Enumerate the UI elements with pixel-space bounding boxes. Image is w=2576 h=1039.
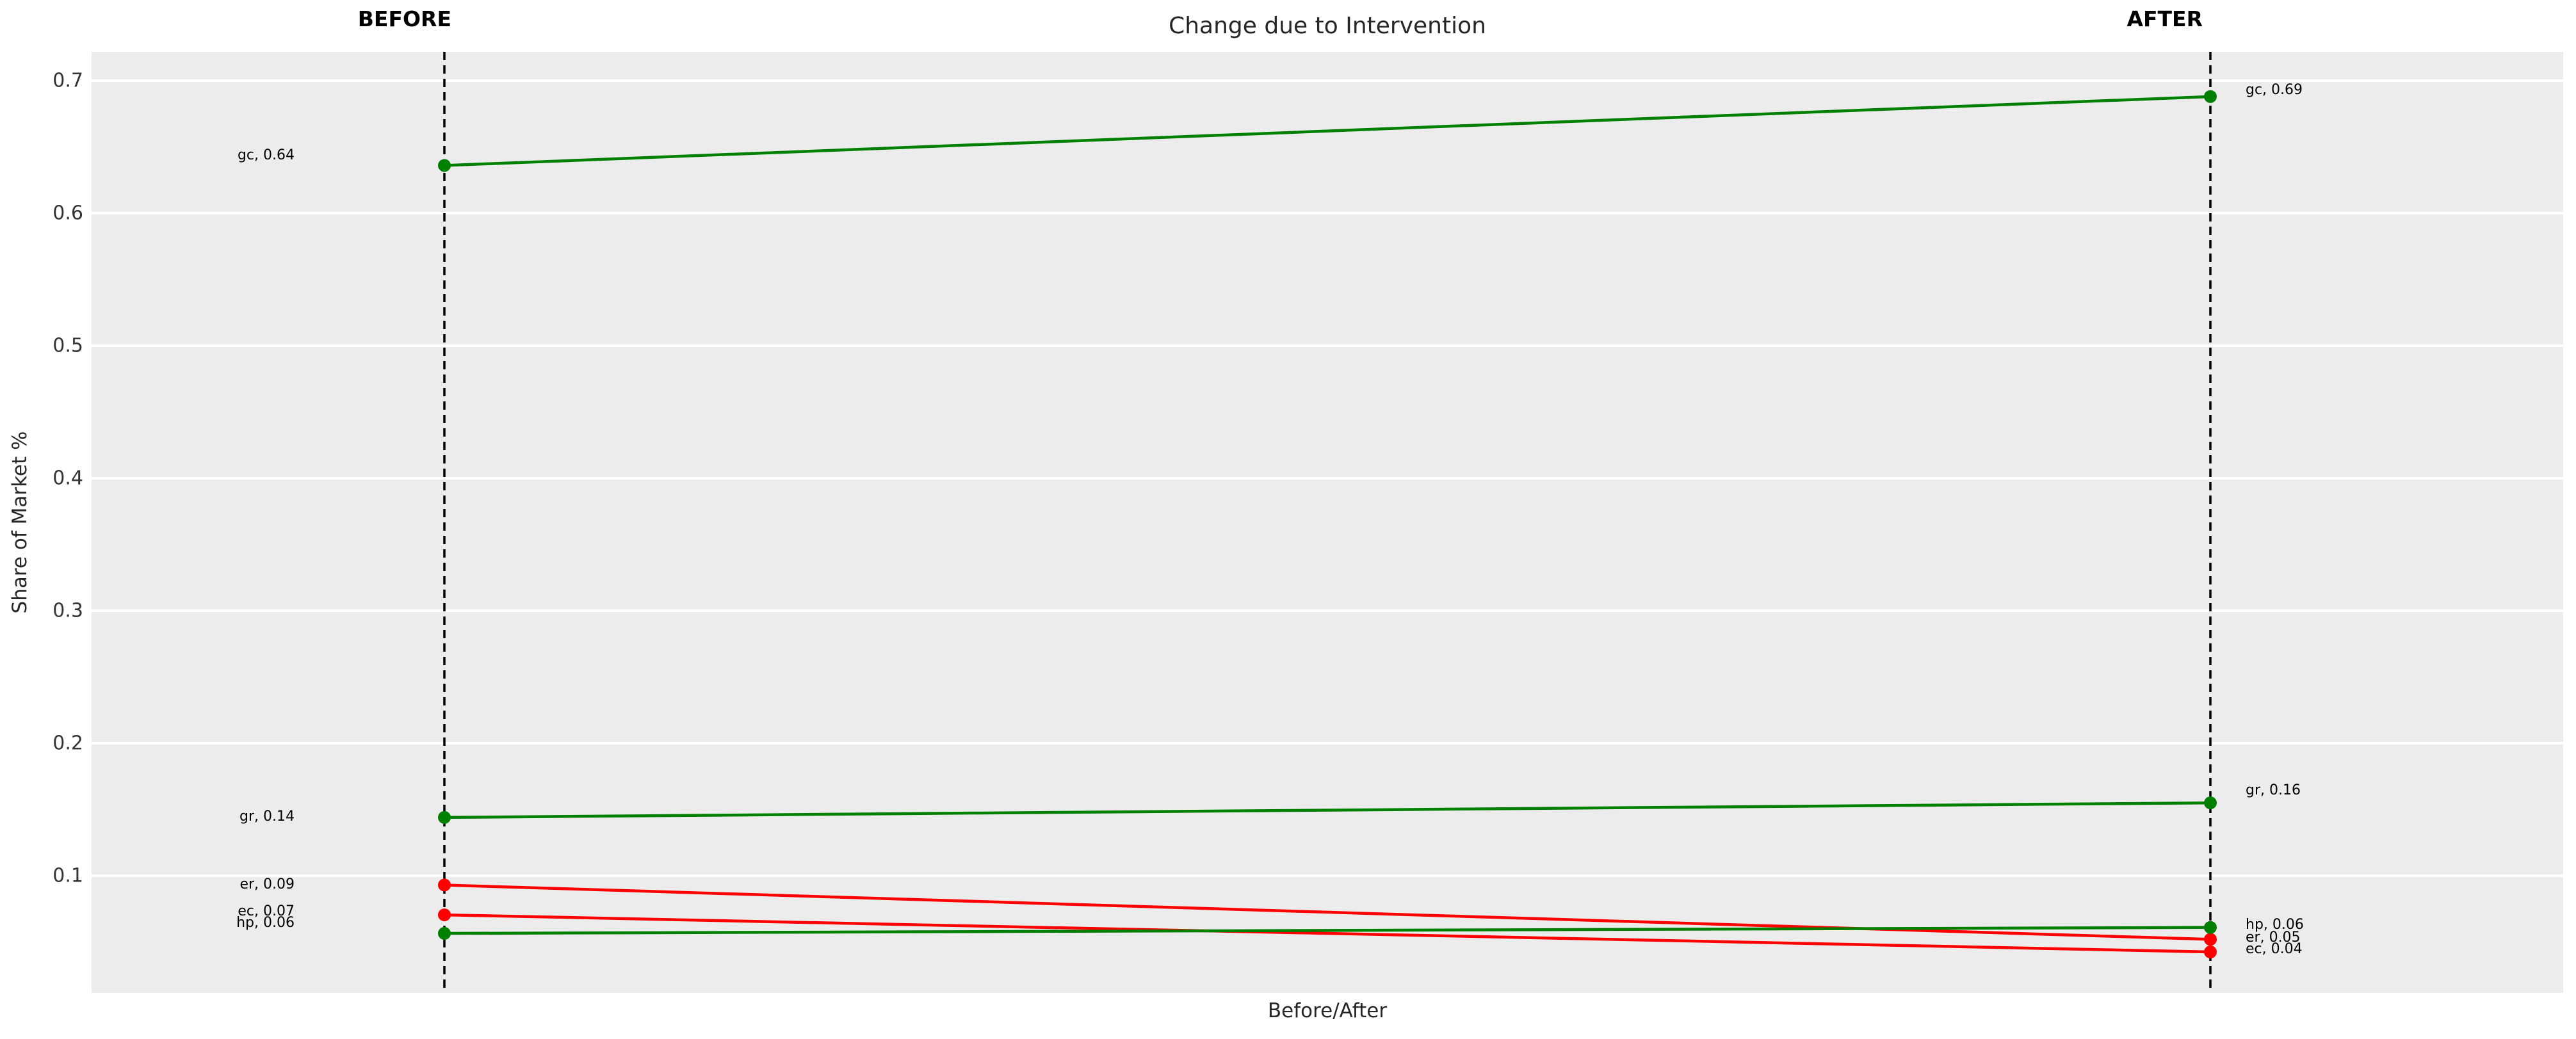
marker-er-after (2204, 933, 2217, 946)
plot-area (92, 52, 2563, 993)
y-tick-label-0.2: 0.2 (53, 732, 83, 755)
marker-hp-before (438, 927, 451, 940)
series-line-ec (444, 913, 2211, 954)
chart-title: Change due to Intervention (1169, 13, 1486, 39)
x-axis-label: Before/After (1267, 999, 1388, 1022)
y-axis-label: Share of Market % (8, 431, 31, 614)
data-label-ec-left: ec, 0.07 (238, 903, 295, 920)
marker-ec-after (2204, 946, 2217, 959)
before-column-label: BEFORE (357, 6, 451, 31)
y-tick-label-0.6: 0.6 (53, 202, 83, 225)
y-tick-label-0.5: 0.5 (53, 334, 83, 357)
data-label-gc-right: gc, 0.69 (2246, 81, 2303, 98)
data-label-hp-left: hp, 0.06 (236, 915, 295, 931)
marker-ec-before (438, 908, 451, 922)
marker-hp-after (2204, 921, 2217, 934)
data-label-ec-right: ec, 0.04 (2246, 941, 2303, 958)
y-tick-label-0.7: 0.7 (53, 69, 83, 92)
data-label-er-right: er, 0.05 (2246, 930, 2301, 946)
marker-gc-before (438, 159, 451, 172)
series-line-er (444, 883, 2211, 941)
data-label-gr-right: gr, 0.16 (2246, 782, 2301, 799)
y-tick-label-0.3: 0.3 (53, 599, 83, 622)
data-label-gc-left: gc, 0.64 (237, 147, 295, 164)
series-line-hp (444, 926, 2211, 935)
data-label-er-left: er, 0.09 (239, 876, 295, 893)
series-line-gc (444, 95, 2211, 167)
data-label-gr-left: gr, 0.14 (239, 808, 295, 825)
series-line-gr (444, 801, 2211, 819)
y-tick-label-0.1: 0.1 (53, 864, 83, 887)
data-label-hp-right: hp, 0.06 (2246, 916, 2304, 933)
marker-gr-after (2204, 796, 2217, 810)
marker-gc-after (2204, 90, 2217, 103)
marker-er-before (438, 878, 451, 892)
y-tick-label-0.4: 0.4 (53, 467, 83, 490)
marker-gr-before (438, 810, 451, 824)
after-column-label: AFTER (2126, 6, 2203, 31)
